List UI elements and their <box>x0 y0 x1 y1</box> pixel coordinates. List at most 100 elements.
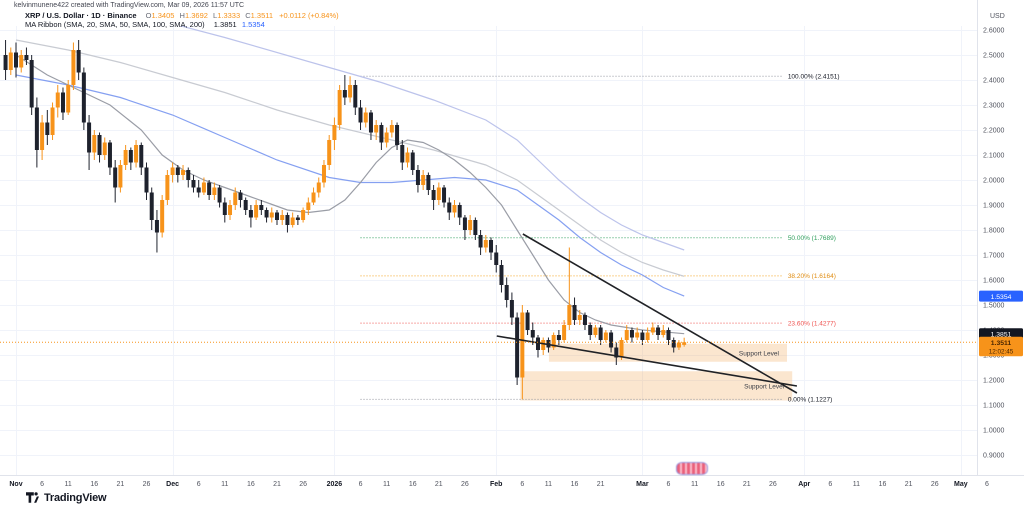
candle[interactable] <box>212 182 217 201</box>
candle[interactable] <box>426 172 431 196</box>
candle[interactable] <box>295 215 300 225</box>
candle[interactable] <box>577 310 582 325</box>
candle[interactable] <box>640 330 645 345</box>
candle[interactable] <box>186 167 191 188</box>
candle[interactable] <box>635 327 640 341</box>
candle[interactable] <box>118 160 123 193</box>
candle[interactable] <box>520 305 525 400</box>
candle[interactable] <box>457 202 462 226</box>
symbol-title[interactable]: XRP / U.S. Dollar · 1D · Binance <box>25 11 137 20</box>
candle[interactable] <box>8 47 13 76</box>
candle[interactable] <box>19 50 24 73</box>
candle[interactable] <box>275 210 279 225</box>
candle[interactable] <box>107 140 112 175</box>
tradingview-logo[interactable]: TradingView <box>26 491 107 504</box>
candle[interactable] <box>410 150 415 175</box>
candle[interactable] <box>321 160 326 188</box>
candle[interactable] <box>327 135 332 170</box>
candle[interactable] <box>462 215 467 240</box>
candle[interactable] <box>92 130 97 160</box>
candle[interactable] <box>45 110 50 145</box>
candle[interactable] <box>3 40 8 80</box>
candle[interactable] <box>447 197 452 221</box>
candle[interactable] <box>395 122 400 151</box>
candle[interactable] <box>358 100 363 130</box>
candle[interactable] <box>154 210 159 253</box>
candle[interactable] <box>666 327 671 346</box>
candle[interactable] <box>509 292 514 326</box>
candle[interactable] <box>572 297 577 326</box>
candle[interactable] <box>504 277 509 308</box>
candle[interactable] <box>71 42 76 91</box>
candle[interactable] <box>556 330 561 345</box>
candle[interactable] <box>436 182 441 206</box>
candle[interactable] <box>614 342 619 366</box>
candle[interactable] <box>431 185 436 210</box>
candle[interactable] <box>248 205 253 228</box>
candle[interactable] <box>102 137 107 161</box>
candle[interactable] <box>348 76 353 103</box>
candle[interactable] <box>593 325 598 338</box>
support-zone-rect[interactable] <box>520 371 793 401</box>
candle[interactable] <box>379 122 384 151</box>
candle[interactable] <box>175 165 180 183</box>
candle[interactable] <box>598 325 603 345</box>
candle[interactable] <box>66 80 71 115</box>
candle[interactable] <box>656 325 661 340</box>
candle[interactable] <box>452 200 457 218</box>
candle[interactable] <box>588 322 593 341</box>
candle[interactable] <box>353 80 358 115</box>
candle[interactable] <box>222 197 227 223</box>
candle[interactable] <box>645 327 650 343</box>
candle[interactable] <box>582 312 587 331</box>
candle[interactable] <box>149 187 154 231</box>
candle[interactable] <box>363 107 368 128</box>
candle[interactable] <box>337 85 342 130</box>
candle[interactable] <box>468 215 473 235</box>
candle[interactable] <box>50 102 55 141</box>
candle[interactable] <box>478 230 483 255</box>
candle[interactable] <box>207 180 212 200</box>
time-axis[interactable]: Nov 6 11 16 21 26 Dec 6 11 16 21 26 2026 6 11 16 21 26 Feb… <box>0 475 1024 489</box>
candles[interactable] <box>3 40 687 400</box>
candle[interactable] <box>55 85 60 118</box>
candle[interactable] <box>238 190 243 208</box>
candle[interactable] <box>191 175 196 193</box>
candle[interactable] <box>29 55 34 115</box>
candle[interactable] <box>34 97 39 168</box>
candle[interactable] <box>489 237 494 261</box>
price-axis[interactable]: USD0.90001.00001.10001.20001.30001.40001… <box>977 0 1024 475</box>
candle[interactable] <box>442 185 447 208</box>
candle[interactable] <box>515 312 520 386</box>
candle[interactable] <box>405 147 410 168</box>
candle[interactable] <box>14 42 18 78</box>
candle[interactable] <box>201 177 206 196</box>
candle[interactable] <box>551 332 556 351</box>
candle[interactable] <box>181 165 186 180</box>
candle[interactable] <box>541 337 546 356</box>
candle[interactable] <box>609 330 614 353</box>
candle[interactable] <box>499 260 504 293</box>
candle[interactable] <box>196 180 201 198</box>
support-zone-rect[interactable] <box>548 343 787 362</box>
candle[interactable] <box>374 120 379 140</box>
candle[interactable] <box>160 195 165 238</box>
candle[interactable] <box>306 197 311 216</box>
candle[interactable] <box>384 127 389 148</box>
support-zone[interactable]: Support Level <box>520 371 793 401</box>
candle[interactable] <box>254 200 259 220</box>
candle[interactable] <box>400 140 405 170</box>
candle[interactable] <box>217 185 222 208</box>
candle[interactable] <box>624 325 629 343</box>
candle[interactable] <box>165 170 170 205</box>
fib-retracement[interactable]: 100.00% (2.4151) 50.00% (1.7689) 38.20% (1… <box>360 73 840 404</box>
candle[interactable] <box>316 177 321 198</box>
ma-ribbon-title[interactable]: MA Ribbon (SMA, 20, SMA, 50, SMA, 100, S… <box>25 20 205 29</box>
candle[interactable] <box>128 147 133 171</box>
candle[interactable] <box>264 207 269 223</box>
candle[interactable] <box>301 207 306 223</box>
candle[interactable] <box>311 187 316 206</box>
candle[interactable] <box>123 145 128 170</box>
candle[interactable] <box>342 75 347 105</box>
